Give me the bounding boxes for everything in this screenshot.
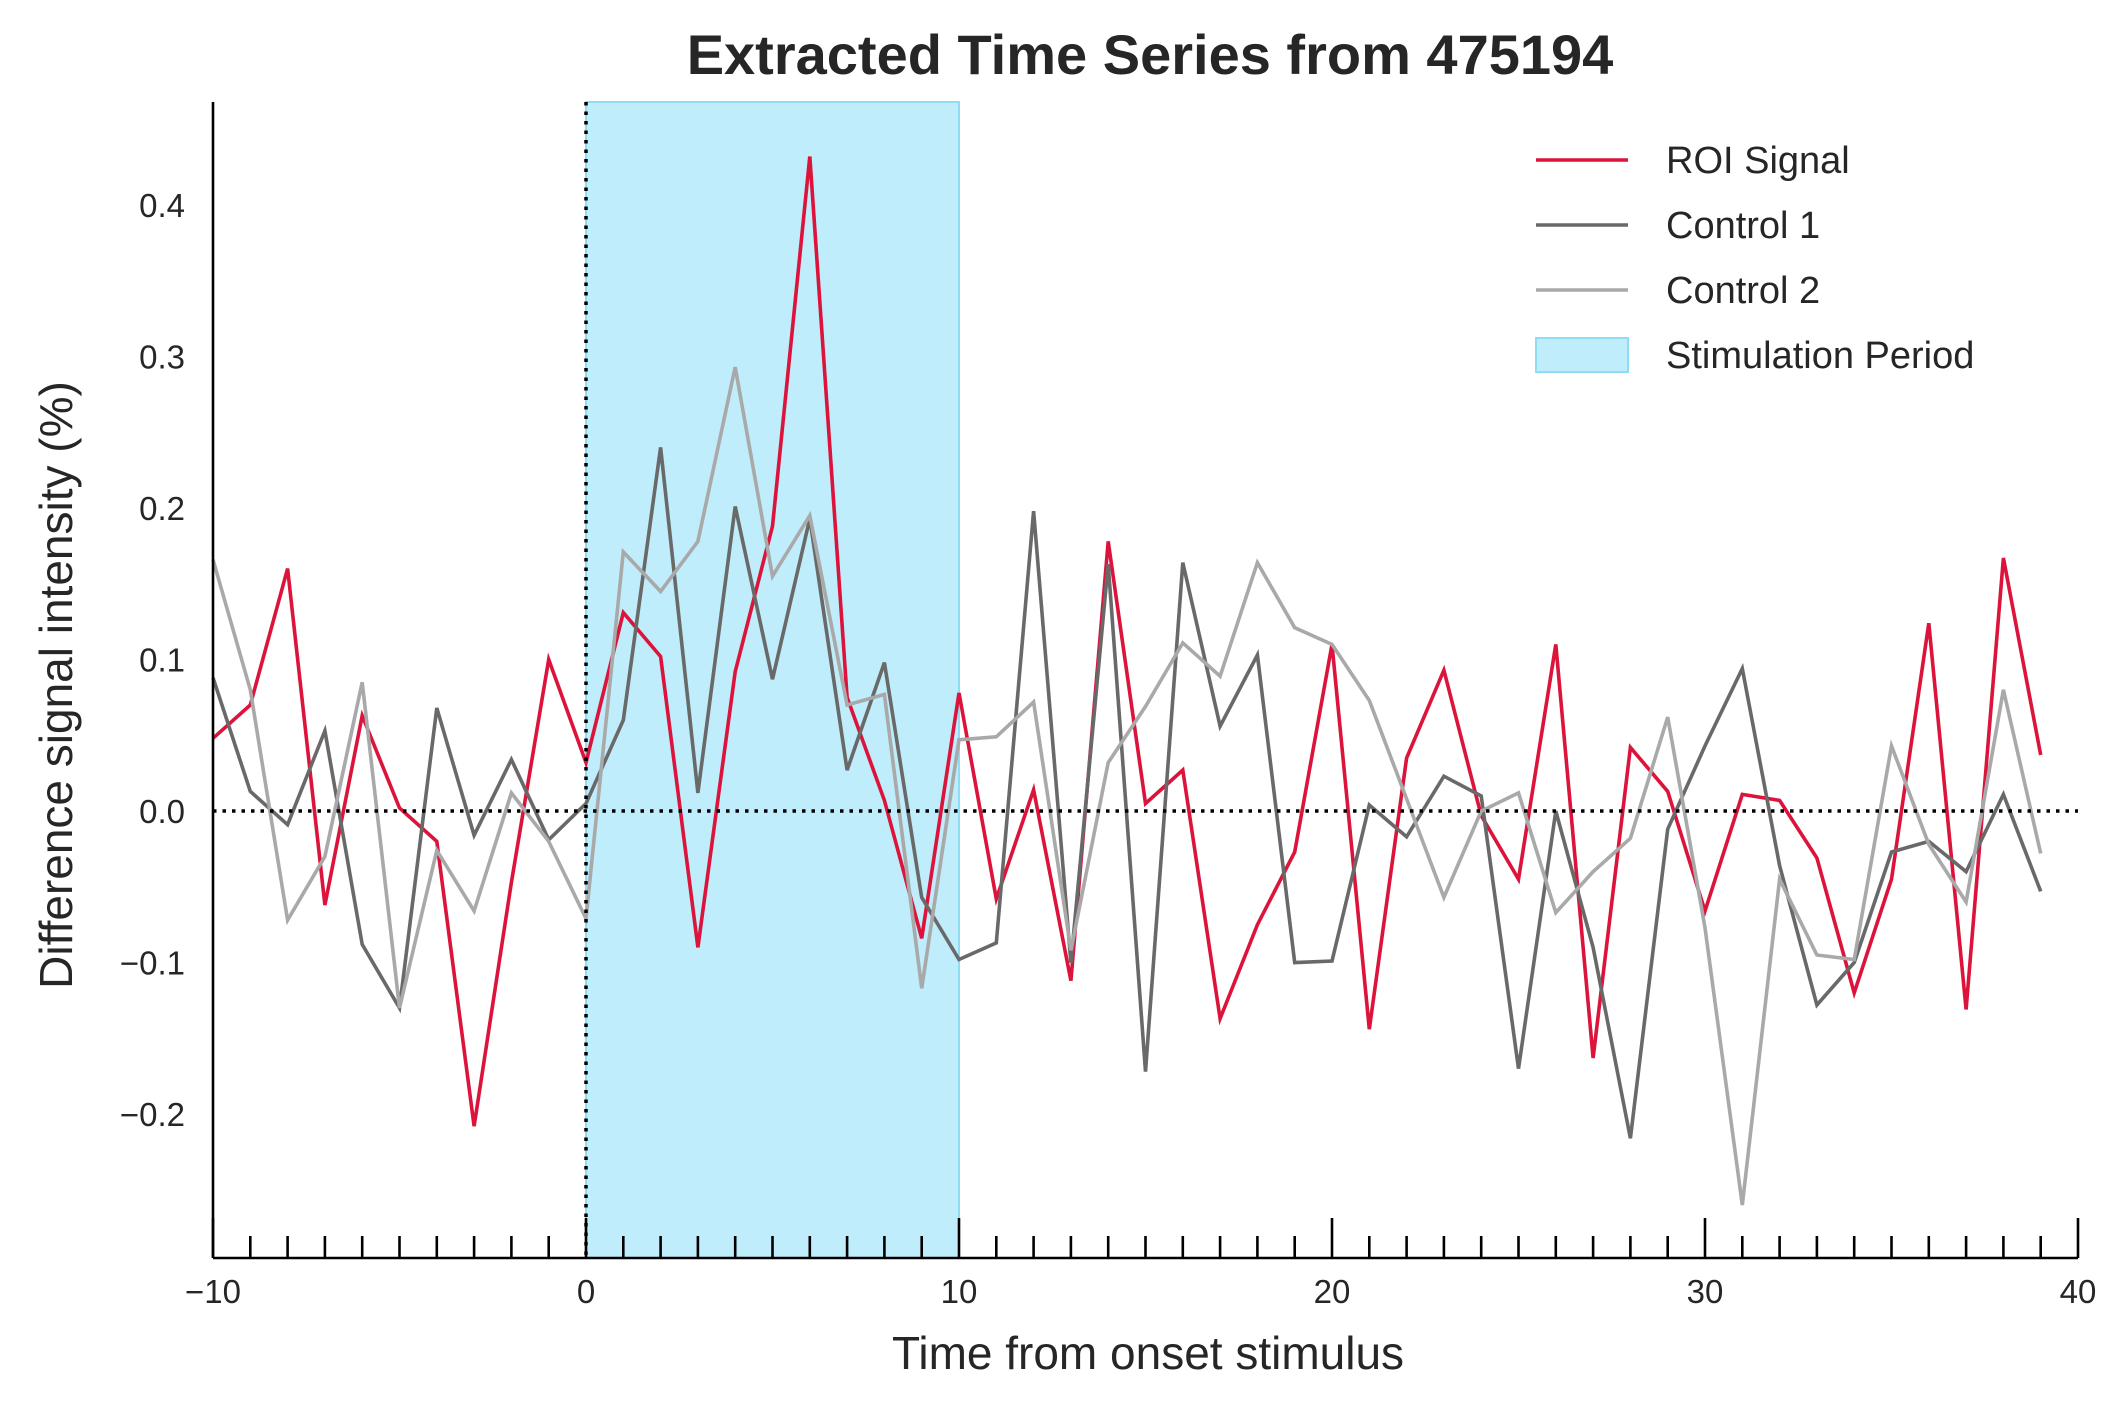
legend-swatch-stimulation-period (1535, 337, 1629, 373)
legend-label: ROI Signal (1666, 140, 1850, 182)
y-tick-label: 0.1 (139, 642, 185, 679)
chart-title: Extracted Time Series from 475194 (687, 23, 1614, 86)
y-tick-label: 0.2 (139, 490, 185, 527)
x-tick-label: −10 (185, 1273, 241, 1310)
series-layer (211, 156, 2043, 1206)
x-axis-label: Time from onset stimulus (892, 1327, 1404, 1379)
series-line-roi-signal (211, 156, 2043, 1127)
y-tick-label: 0.4 (139, 187, 185, 224)
series-line-control-1 (211, 447, 2043, 1139)
y-tick-label: 0.3 (139, 339, 185, 376)
x-tick-label: 10 (941, 1273, 978, 1310)
y-axis-label: Difference signal intensity (%) (30, 381, 82, 989)
tick-label-layer: −10 0 10 20 30 40 −0.2 −0.1 0.0 0.1 0.2 0.3 0.4 (120, 187, 2097, 1310)
legend: ROI Signal Control 1 Control 2 Stimulation … (1535, 140, 1974, 377)
x-tick-label: 0 (577, 1273, 595, 1310)
legend-label: Control 2 (1666, 270, 1820, 312)
stimulation-period-region (585, 101, 960, 1259)
x-tick-label: 30 (1687, 1273, 1724, 1310)
series-line-control-2 (211, 366, 2043, 1206)
y-tick-label: −0.2 (120, 1096, 185, 1133)
legend-label: Control 1 (1666, 205, 1820, 247)
y-tick-label: −0.1 (120, 945, 185, 982)
y-tick-label: 0.0 (139, 793, 185, 830)
axes-layer (211, 102, 2080, 1260)
legend-label: Stimulation Period (1666, 335, 1974, 377)
x-tick-label: 40 (2060, 1273, 2097, 1310)
x-tick-label: 20 (1314, 1273, 1351, 1310)
plot-background-layer (585, 101, 960, 1259)
